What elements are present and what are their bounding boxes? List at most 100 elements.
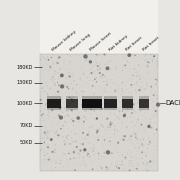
Point (123, 107, 126, 109)
Point (71, 167, 74, 170)
Point (129, 53, 131, 56)
Point (79, 58, 82, 61)
Point (65, 169, 68, 172)
Point (53, 84, 56, 87)
Point (133, 155, 136, 158)
Point (123, 135, 126, 138)
Point (72, 149, 75, 152)
Point (57, 120, 60, 123)
Point (109, 111, 112, 114)
Point (153, 55, 156, 58)
Point (79, 91, 82, 94)
Point (68, 126, 71, 129)
Point (45, 102, 48, 105)
Point (67, 118, 70, 120)
Point (82, 161, 85, 163)
Point (133, 156, 136, 159)
Point (143, 129, 146, 132)
Point (105, 157, 108, 160)
Point (123, 158, 126, 161)
Point (39, 152, 41, 155)
Point (82, 120, 85, 122)
Point (117, 130, 120, 132)
Text: Rat heart: Rat heart (125, 36, 143, 52)
Point (53, 132, 56, 135)
Point (130, 102, 133, 105)
Point (98, 115, 101, 118)
Point (137, 88, 140, 91)
Point (108, 121, 111, 124)
Point (82, 102, 85, 105)
Point (94, 133, 97, 136)
Point (131, 96, 134, 99)
Point (55, 132, 58, 134)
Point (42, 137, 45, 140)
Point (97, 139, 100, 141)
Point (137, 126, 140, 129)
Point (156, 60, 158, 63)
Point (146, 147, 149, 150)
Point (92, 150, 95, 153)
Point (53, 81, 55, 84)
Point (122, 117, 125, 120)
Point (52, 62, 55, 65)
Point (90, 68, 93, 71)
Point (57, 90, 59, 93)
Point (123, 135, 126, 138)
Point (118, 109, 121, 112)
Point (76, 162, 79, 165)
Bar (122, 99, 133, 108)
Point (97, 152, 100, 155)
Point (48, 155, 50, 158)
Point (100, 95, 103, 98)
Point (46, 55, 49, 58)
Point (40, 114, 43, 117)
Point (69, 110, 71, 113)
Point (102, 129, 105, 131)
Point (147, 72, 150, 75)
Point (68, 71, 71, 74)
Point (41, 87, 44, 90)
Point (137, 147, 140, 150)
Point (58, 68, 61, 71)
Point (90, 57, 93, 59)
Point (54, 92, 57, 95)
Point (144, 95, 147, 98)
Point (99, 105, 102, 108)
Point (95, 117, 98, 120)
Point (106, 129, 109, 131)
Point (138, 78, 141, 80)
Point (68, 115, 70, 118)
Point (39, 98, 42, 101)
Point (54, 82, 57, 85)
Point (41, 69, 44, 72)
Point (88, 155, 91, 158)
Point (127, 79, 130, 82)
Point (125, 158, 128, 161)
Point (87, 152, 89, 155)
Point (71, 117, 74, 120)
Point (130, 135, 132, 138)
Point (130, 155, 133, 158)
Point (134, 54, 137, 57)
Point (155, 136, 158, 139)
Point (121, 64, 124, 67)
Point (77, 168, 80, 170)
Point (126, 60, 129, 63)
Point (129, 70, 131, 73)
Point (109, 136, 112, 139)
Point (136, 121, 139, 124)
Point (100, 155, 103, 158)
Point (134, 110, 137, 113)
Point (89, 147, 92, 150)
Point (109, 81, 112, 84)
Point (87, 130, 90, 133)
Point (117, 141, 120, 144)
Point (153, 133, 156, 136)
Point (93, 147, 95, 149)
Point (80, 122, 83, 125)
Point (118, 138, 121, 141)
Point (96, 99, 99, 102)
Point (93, 136, 96, 139)
Point (98, 53, 101, 56)
